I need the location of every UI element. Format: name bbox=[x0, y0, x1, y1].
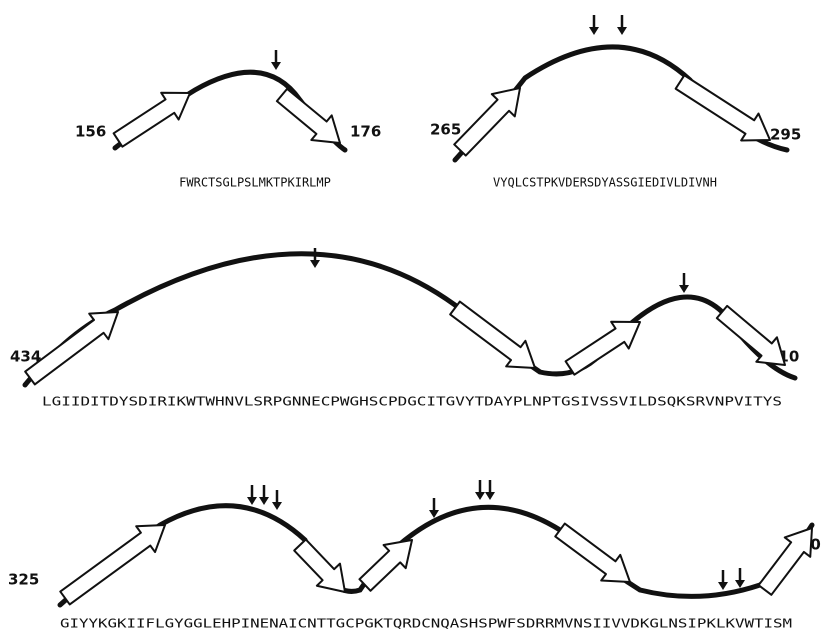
strand-arrow bbox=[294, 539, 345, 592]
strand-arrow bbox=[454, 88, 520, 156]
sequence: LGIIDITDYSDIRIKWTWHNVLSRPGNNECPWGHSCPDGC… bbox=[42, 395, 782, 409]
cleavage-arrow-head bbox=[271, 62, 281, 70]
cleavage-arrow-head bbox=[735, 580, 745, 588]
strand-arrow bbox=[114, 93, 190, 147]
figure: 156 176 FWRCTSGLPSLMKTPKIRLMP 265 295 VY… bbox=[0, 0, 826, 633]
sequence: VYQLCSTPKVDERSDYASSGIEDIVLDIVNH bbox=[493, 176, 717, 190]
sequence: FWRCTSGLPSLMKTPKIRLMP bbox=[179, 176, 331, 190]
strand-arrow bbox=[566, 322, 640, 375]
strand-arrow bbox=[555, 524, 630, 582]
strand-arrow bbox=[60, 525, 165, 604]
cleavage-arrow-head bbox=[617, 27, 627, 35]
end-label: 176 bbox=[350, 123, 381, 141]
start-label: 265 bbox=[430, 121, 461, 139]
start-label: 156 bbox=[75, 123, 106, 141]
backbone bbox=[25, 254, 795, 385]
cleavage-arrow-head bbox=[589, 27, 599, 35]
cleavage-arrow-head bbox=[718, 582, 728, 590]
strand-arrow bbox=[676, 75, 770, 140]
cleavage-arrow-head bbox=[310, 260, 320, 268]
cleavage-arrow-head bbox=[485, 492, 495, 500]
start-label: 325 bbox=[8, 571, 39, 589]
strand-arrow bbox=[359, 540, 412, 591]
strand-arrow bbox=[277, 89, 340, 143]
cleavage-arrow-head bbox=[247, 497, 257, 505]
cleavage-arrow-head bbox=[259, 497, 269, 505]
backbone bbox=[60, 506, 812, 605]
cleavage-arrow-head bbox=[475, 492, 485, 500]
end-label: 295 bbox=[770, 126, 801, 144]
sequence: GIYYKGKIIFLGYGGLEHPINENAICNTTGCPGKTQRDCN… bbox=[60, 617, 792, 631]
strand-arrow bbox=[450, 302, 535, 368]
strand-arrow bbox=[759, 528, 812, 595]
cleavage-arrow-head bbox=[272, 502, 282, 510]
strand-arrow bbox=[717, 306, 785, 365]
cleavage-arrow-head bbox=[679, 285, 689, 293]
